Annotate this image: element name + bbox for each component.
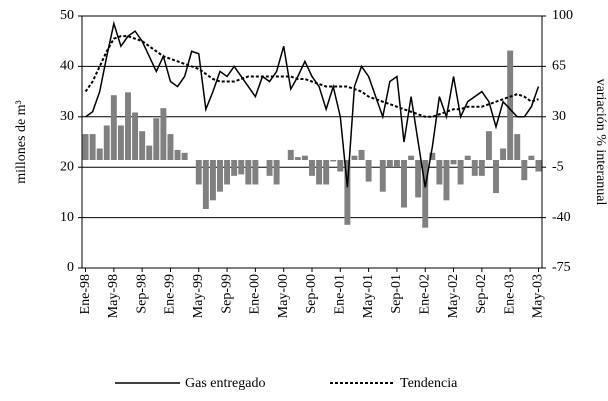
bar — [351, 155, 358, 160]
bar — [450, 160, 457, 165]
bar — [125, 92, 131, 160]
y2-tick-label: 30 — [552, 109, 566, 124]
bar — [514, 134, 521, 160]
bar — [330, 160, 337, 162]
bar — [365, 160, 372, 182]
bar — [209, 160, 216, 201]
x-tick-label: Ene-99 — [163, 274, 178, 314]
y-tick-label: 20 — [60, 159, 74, 174]
y2-tick-label: -5 — [552, 159, 564, 174]
bar — [167, 134, 174, 160]
x-tick-label: May-02 — [446, 274, 461, 318]
bar — [294, 157, 301, 160]
line-series — [84, 35, 539, 118]
bar — [82, 134, 89, 160]
legend-label: Gas entregado — [185, 376, 265, 391]
y-axis-label: millones de m³ — [14, 100, 29, 184]
x-tick-label: Sep-01 — [389, 274, 404, 314]
bar — [273, 160, 280, 185]
bar — [301, 155, 308, 160]
bar — [422, 160, 429, 228]
bar — [401, 160, 407, 208]
y-tick-label: 0 — [67, 260, 74, 275]
bar — [478, 160, 485, 176]
x-tick-label: Sep-99 — [219, 274, 234, 314]
bar — [386, 160, 393, 168]
bar — [379, 160, 386, 192]
y-tick-label: 50 — [60, 8, 74, 23]
bar — [457, 160, 464, 185]
bar — [224, 160, 231, 185]
bar — [507, 50, 514, 161]
bar — [139, 131, 146, 160]
bar — [528, 155, 535, 160]
bar — [493, 160, 499, 194]
bar — [110, 95, 117, 160]
bar — [153, 118, 160, 160]
bar — [337, 160, 344, 172]
bar — [287, 149, 294, 160]
bar — [358, 149, 365, 160]
y-tick-label: 30 — [60, 109, 74, 124]
x-tick-label: Sep-00 — [304, 274, 319, 314]
bar — [231, 160, 238, 176]
bar — [174, 149, 181, 160]
y-tick-label: 40 — [60, 59, 74, 74]
bar — [521, 160, 528, 181]
legend-label: Tendencia — [400, 376, 458, 391]
bar — [181, 152, 188, 160]
x-tick-label: Sep-98 — [134, 274, 149, 314]
bar — [252, 160, 259, 185]
y2-tick-label: 65 — [552, 59, 566, 74]
y2-tick-label: -75 — [552, 260, 571, 275]
bar — [309, 160, 315, 176]
bar — [316, 160, 323, 185]
x-tick-label: Ene-01 — [333, 274, 348, 314]
bar — [132, 112, 139, 160]
bar — [195, 160, 202, 185]
x-tick-label: Ene-98 — [78, 274, 93, 314]
line-series — [85, 20, 540, 188]
plot-frame — [81, 15, 543, 269]
x-tick-label: Sep-02 — [474, 274, 489, 314]
bar — [160, 108, 167, 160]
bar — [117, 125, 124, 160]
bar — [436, 160, 443, 185]
bar — [89, 134, 96, 160]
x-tick-label: May-01 — [361, 274, 376, 318]
bar — [344, 160, 351, 225]
bar — [464, 155, 471, 160]
x-tick-label: Ene-00 — [248, 274, 263, 314]
bar — [96, 148, 103, 160]
bar — [217, 160, 223, 192]
y2-tick-label: -40 — [552, 210, 571, 225]
bar — [443, 160, 450, 201]
bar — [146, 145, 153, 160]
bar — [535, 160, 542, 172]
bar — [238, 160, 245, 175]
x-tick-label: May-03 — [531, 274, 546, 318]
x-tick-label: May-99 — [191, 274, 206, 318]
bar — [202, 160, 209, 209]
bar — [245, 160, 252, 185]
bar — [429, 152, 436, 160]
bar — [415, 160, 422, 198]
bar — [266, 160, 273, 176]
bar — [485, 131, 492, 160]
bar — [408, 155, 415, 160]
y2-axis-label: variación % interanual — [593, 79, 608, 206]
y2-tick-label: 100 — [552, 8, 573, 23]
bar — [471, 160, 478, 176]
bar — [103, 125, 110, 160]
bar — [393, 160, 400, 168]
x-tick-label: Ene-03 — [502, 274, 517, 314]
x-tick-label: May-00 — [276, 274, 291, 318]
x-tick-label: Ene-02 — [417, 274, 432, 314]
bar — [323, 160, 330, 185]
bar — [500, 148, 507, 160]
y-tick-label: 10 — [60, 210, 74, 225]
x-tick-label: May-98 — [106, 274, 121, 318]
